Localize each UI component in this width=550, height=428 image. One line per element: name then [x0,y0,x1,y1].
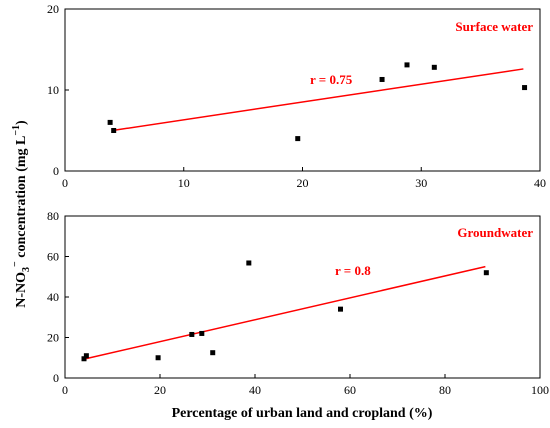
surface-water-x-tick-label: 10 [178,176,190,190]
groundwater-correlation-label: r = 0.8 [335,263,371,278]
x-axis-title: Percentage of urban land and cropland (%… [172,406,433,421]
surface-water-y-tick-label: 10 [47,83,59,97]
surface-water-y-tick-label: 0 [53,164,59,178]
surface-water-data-point [111,128,117,133]
groundwater-y-tick-label: 60 [47,250,59,264]
y-axis-title-sup: − [10,261,21,267]
surface-water-x-tick-label: 40 [534,176,546,190]
groundwater-panel: 0 20 40 60 80 100 0 20 40 60 80 Groundwater r = 0.8 [47,209,549,397]
groundwater-y-tick-label: 80 [47,209,59,223]
groundwater-panel-label: Groundwater [457,225,533,240]
groundwater-y-tick-label: 0 [53,371,59,385]
groundwater-data-point [246,260,252,266]
surface-water-data-point [431,64,437,70]
groundwater-fit-line [83,265,486,360]
surface-water-panel: 0 10 20 30 40 0 10 20 Surface water r = 0.75 [47,2,546,190]
surface-water-data-point [522,85,528,91]
surface-water-fit-line [112,68,524,132]
surface-water-x-tick-label: 20 [297,176,309,190]
surface-water-data-point [404,62,410,68]
groundwater-plot-frame [64,215,541,379]
groundwater-data-point [155,355,161,361]
surface-water-panel-label: Surface water [455,19,533,34]
y-axis-title-close: ) [14,120,29,125]
surface-water-x-tick-label: 30 [415,176,427,190]
surface-water-correlation-label: r = 0.75 [310,72,353,87]
groundwater-x-tick-label: 0 [62,383,68,397]
surface-water-y-tick-label: 20 [47,2,59,16]
groundwater-y-tick-label: 20 [47,331,59,345]
groundwater-y-tick-label: 40 [47,290,59,304]
groundwater-data-point [338,306,343,312]
y-axis-title-main: N-NO [14,272,29,308]
groundwater-x-tick-label: 40 [249,383,261,397]
surface-water-x-tick-label: 0 [62,176,68,190]
surface-water-data-point [107,119,113,125]
y-axis-title-sub: 3 [21,267,32,272]
y-axis-title-rest: concentration (mg L [14,136,29,262]
groundwater-data-point [81,356,87,362]
groundwater-data-point [189,331,195,337]
groundwater-data-point [83,353,89,359]
groundwater-data-point [199,330,205,336]
groundwater-x-tick-label: 100 [531,383,549,397]
surface-water-data-point [379,76,385,82]
groundwater-data-point [210,350,216,356]
groundwater-x-tick-label: 80 [439,383,451,397]
groundwater-data-point [483,270,489,276]
surface-water-data-point [295,136,301,142]
groundwater-x-tick-label: 20 [154,383,166,397]
y-axis-title-unit-sup: −1 [11,125,22,136]
y-axis-title: N-NO3− concentration (mg L−1) [10,120,32,308]
groundwater-x-tick-label: 60 [344,383,356,397]
